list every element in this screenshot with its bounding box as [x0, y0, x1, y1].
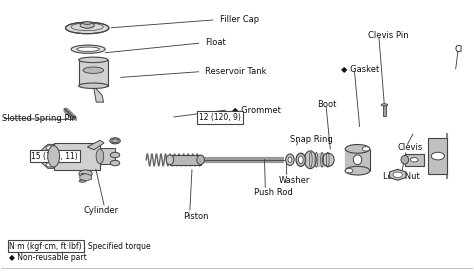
- Bar: [345, 149, 370, 171]
- Ellipse shape: [345, 144, 370, 153]
- Ellipse shape: [197, 155, 204, 164]
- Ellipse shape: [299, 156, 303, 164]
- Text: Filler Cap: Filler Cap: [220, 15, 260, 24]
- Ellipse shape: [296, 153, 306, 166]
- Circle shape: [110, 160, 120, 166]
- Text: Lock Nut: Lock Nut: [383, 172, 419, 181]
- Ellipse shape: [83, 67, 104, 73]
- Bar: [383, 105, 386, 116]
- Bar: [79, 60, 108, 86]
- Text: Piston: Piston: [182, 212, 208, 221]
- Bar: [170, 155, 201, 164]
- Ellipse shape: [110, 138, 120, 144]
- Ellipse shape: [353, 155, 362, 165]
- Ellipse shape: [345, 166, 370, 175]
- Circle shape: [345, 169, 353, 173]
- Ellipse shape: [286, 154, 294, 165]
- Text: 15 (155, 11): 15 (155, 11): [31, 152, 78, 161]
- Circle shape: [79, 170, 92, 178]
- Text: Reservoir Tank: Reservoir Tank: [205, 67, 266, 76]
- Text: ◆ Grommet: ◆ Grommet: [232, 105, 281, 114]
- Polygon shape: [87, 140, 104, 150]
- Polygon shape: [93, 86, 104, 102]
- Ellipse shape: [381, 104, 388, 106]
- Ellipse shape: [79, 180, 86, 182]
- Text: ◆ Non-reusable part: ◆ Non-reusable part: [9, 253, 87, 262]
- Text: Clevis: Clevis: [398, 143, 423, 152]
- Text: Push Rod: Push Rod: [254, 189, 292, 197]
- Ellipse shape: [322, 153, 334, 166]
- Bar: [405, 154, 424, 166]
- Bar: [100, 148, 115, 164]
- Circle shape: [46, 146, 54, 150]
- Ellipse shape: [112, 139, 118, 143]
- Ellipse shape: [71, 45, 105, 53]
- Bar: [428, 138, 447, 174]
- Bar: [54, 143, 100, 170]
- Text: ◆ Gasket: ◆ Gasket: [341, 64, 379, 73]
- Ellipse shape: [80, 22, 94, 28]
- Text: Boot: Boot: [318, 100, 337, 109]
- Text: Slotted Spring Pin: Slotted Spring Pin: [1, 114, 77, 123]
- Text: Float: Float: [205, 38, 226, 47]
- Circle shape: [46, 163, 54, 167]
- Text: N·m (kgf·cm, ft·lbf): N·m (kgf·cm, ft·lbf): [9, 242, 82, 250]
- Ellipse shape: [401, 155, 409, 164]
- Bar: [308, 153, 330, 167]
- Ellipse shape: [48, 146, 60, 167]
- Text: Washer: Washer: [279, 176, 310, 185]
- Text: Snap Ring: Snap Ring: [290, 135, 333, 144]
- Circle shape: [431, 152, 445, 160]
- Bar: [81, 173, 84, 181]
- Ellipse shape: [96, 149, 104, 164]
- Circle shape: [110, 152, 120, 158]
- Ellipse shape: [65, 22, 109, 34]
- Ellipse shape: [304, 151, 316, 169]
- Polygon shape: [42, 144, 54, 168]
- Ellipse shape: [79, 83, 108, 89]
- Circle shape: [362, 147, 370, 151]
- Text: Cylinder: Cylinder: [83, 206, 118, 215]
- Text: : Specified torque: : Specified torque: [83, 242, 151, 250]
- FancyArrowPatch shape: [66, 110, 73, 117]
- Ellipse shape: [288, 157, 292, 162]
- Ellipse shape: [166, 155, 173, 164]
- Text: 12 (120, 9): 12 (120, 9): [199, 113, 241, 122]
- Circle shape: [393, 172, 402, 178]
- Circle shape: [410, 158, 418, 162]
- Ellipse shape: [79, 57, 108, 62]
- Text: Cl: Cl: [455, 45, 463, 54]
- Ellipse shape: [83, 22, 91, 24]
- Ellipse shape: [77, 47, 100, 52]
- Text: Clevis Pin: Clevis Pin: [368, 31, 409, 40]
